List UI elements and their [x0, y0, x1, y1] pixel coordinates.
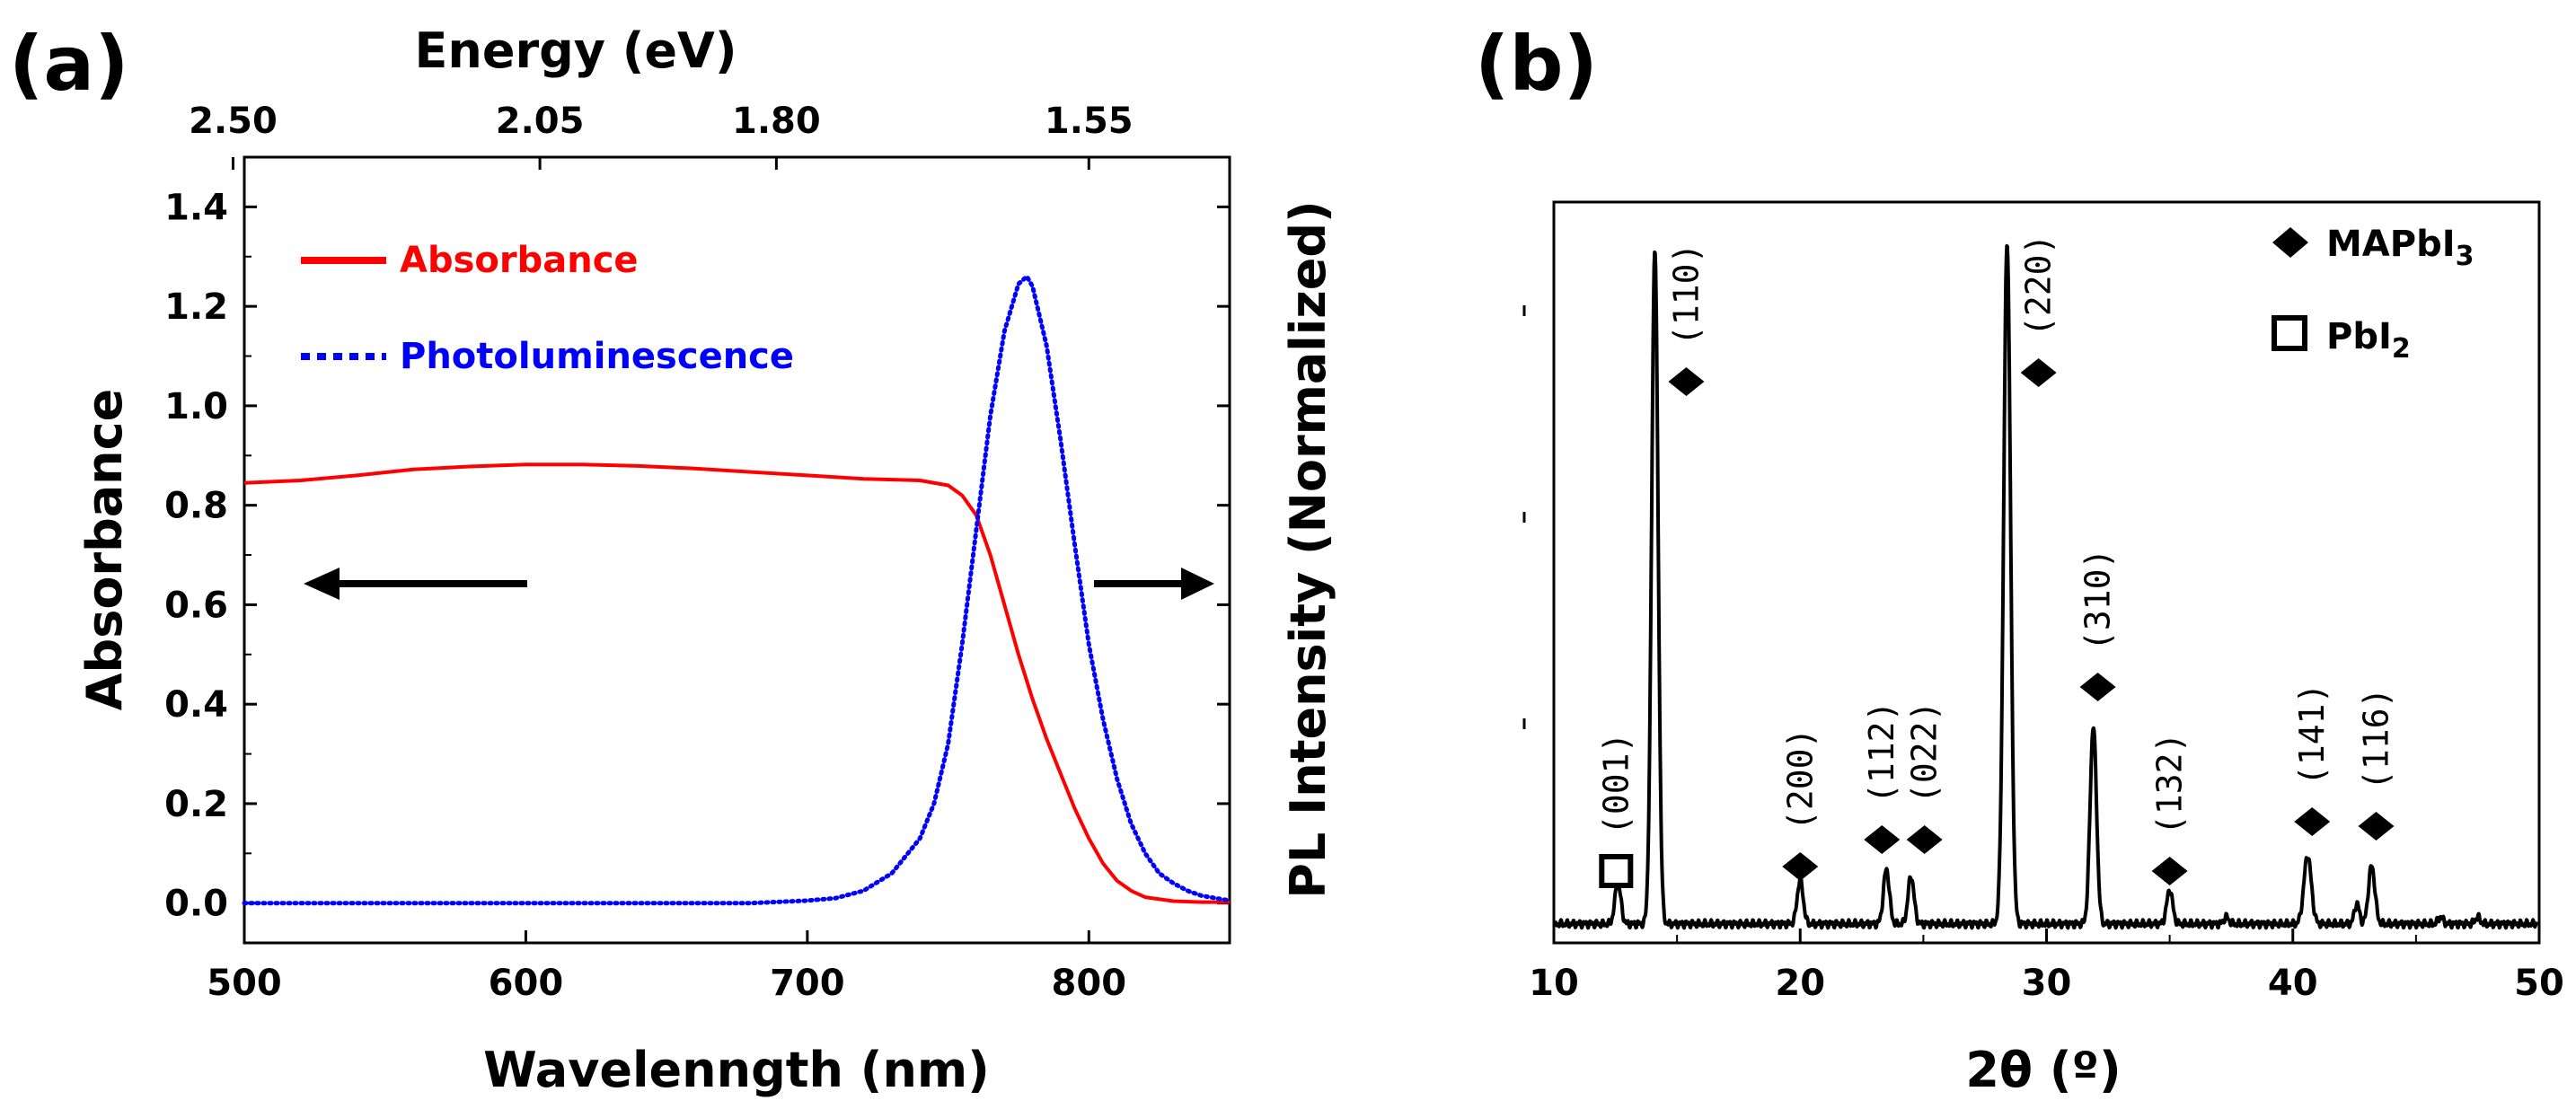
panel-a-plot: 0.0 0.2 0.4 0.6 0.8 1.0 1.2 1.4 500 600 700 800 Ab… — [164, 155, 1232, 1004]
legend-pbi2-label: PbI2 — [2326, 316, 2411, 365]
panel-a-frame — [243, 155, 1231, 945]
peak-label: (112) — [1862, 701, 1901, 804]
legend-mapbi3-marker — [2272, 227, 2308, 258]
y-axis-title-right: PL Intensity (Normalized) — [1280, 200, 1337, 898]
panel-label-a: (a) — [9, 20, 128, 108]
x-axis-title-a: Wavelenngth (nm) — [483, 1042, 990, 1098]
peak-marker-diamond — [1906, 825, 1943, 854]
peak-marker-diamond — [1864, 825, 1901, 854]
peak-marker-diamond — [2151, 857, 2188, 885]
b-x-tick-label: 50 — [2514, 963, 2564, 1004]
panel-b-plot: 10 20 30 40 50 (001) (110) (200) (112) (022) (220… — [1522, 200, 2564, 1004]
xrd-pattern-line — [1553, 243, 2539, 930]
y-tick-label: 1.0 — [164, 386, 228, 427]
peak-label: (310) — [2078, 549, 2118, 651]
legend-absorbance-label: Absorbance — [400, 240, 639, 281]
peak-label: (200) — [1780, 728, 1820, 831]
legend-mapbi3-label: MAPbI3 — [2326, 224, 2474, 272]
peak-label: (141) — [2292, 683, 2332, 786]
x-tick-label: 700 — [770, 963, 845, 1004]
x-tick-label: 600 — [489, 963, 564, 1004]
peak-label: (001) — [1596, 733, 1636, 835]
top-tick-label: 1.80 — [732, 101, 821, 142]
panel-b-series — [1553, 243, 2539, 930]
absorbance-line — [243, 462, 1230, 904]
legend-a: Absorbance Photoluminescence — [301, 240, 794, 377]
peak-label: (220) — [2019, 234, 2059, 337]
y-tick-label: 0.4 — [164, 684, 228, 726]
y-tick-label: 1.2 — [164, 286, 228, 328]
b-x-tick-label: 10 — [1529, 963, 1579, 1004]
legend-b: MAPbI3 PbI2 — [2272, 224, 2474, 365]
top-axis-title: Energy (eV) — [414, 22, 737, 79]
y-axis-title-left: Absorbance — [76, 389, 133, 711]
legend-mapbi3-subscript: 3 — [2456, 241, 2475, 272]
top-tick-label: 2.05 — [496, 101, 585, 142]
peak-label: (022) — [1905, 701, 1945, 804]
peak-marker-diamond — [2294, 807, 2331, 836]
peak-marker-diamond — [2079, 673, 2116, 701]
y-tick-label: 0.8 — [164, 486, 228, 527]
peak-marker-diamond — [1782, 852, 1819, 881]
x-tick-label: 800 — [1052, 963, 1127, 1004]
b-bottom-axis-ticks: 10 20 30 40 50 — [1529, 929, 2564, 1004]
peak-marker-square — [1599, 854, 1634, 888]
bottom-axis-ticks: 500 600 700 800 — [207, 930, 1231, 1004]
legend-pl-label: Photoluminescence — [400, 336, 794, 377]
peak-labels: (001) (110) (200) (112) (022) (220) (310) (132)… — [1596, 234, 2396, 888]
peak-marker-diamond — [2020, 358, 2057, 387]
legend-pbi2-subscript: 2 — [2392, 333, 2411, 365]
y-tick-label: 0.0 — [164, 884, 228, 925]
y-tick-label: 1.4 — [164, 187, 228, 228]
y-tick-label: 0.6 — [164, 585, 228, 626]
peak-label: (110) — [1666, 243, 1706, 346]
b-x-tick-label: 20 — [1775, 963, 1825, 1004]
x-tick-label: 500 — [207, 963, 282, 1004]
b-x-tick-label: 30 — [2022, 963, 2072, 1004]
legend-pbi2-marker — [2272, 315, 2307, 351]
photoluminescence-line — [242, 274, 1232, 906]
peak-label: (132) — [2150, 733, 2190, 835]
peak-marker-diamond — [1668, 367, 1705, 396]
panel-label-b: (b) — [1475, 20, 1598, 108]
top-axis-ticks: 2.50 2.05 1.80 1.55 — [189, 101, 1134, 170]
x-axis-title-b: 2θ (º) — [1965, 1042, 2121, 1098]
legend-mapbi3-text: MAPbI — [2326, 224, 2456, 265]
b-x-tick-label: 40 — [2268, 963, 2318, 1004]
panel-a-series — [242, 274, 1232, 906]
top-tick-label: 2.50 — [189, 101, 278, 142]
y-tick-label: 0.2 — [164, 784, 228, 825]
peak-label: (116) — [2357, 688, 2396, 790]
peak-marker-diamond — [2358, 812, 2395, 841]
top-tick-label: 1.55 — [1045, 101, 1134, 142]
arrow-left — [304, 568, 527, 600]
arrow-right — [1094, 568, 1214, 600]
left-axis-ticks: 0.0 0.2 0.4 0.6 0.8 1.0 1.2 1.4 — [164, 187, 1230, 925]
legend-pbi2-text: PbI — [2326, 316, 2392, 357]
